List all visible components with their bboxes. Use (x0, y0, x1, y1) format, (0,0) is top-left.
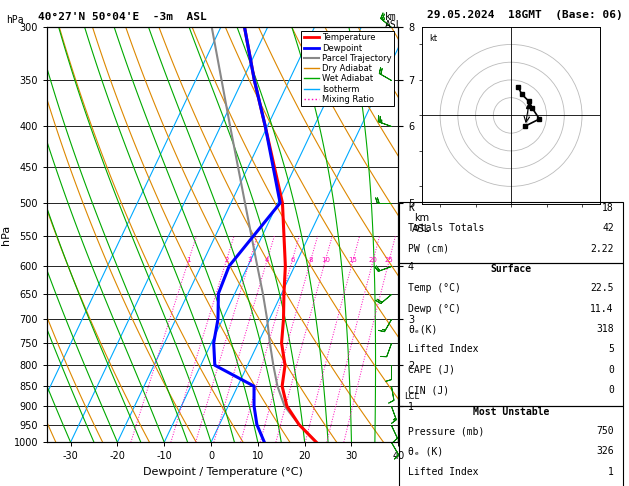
Text: ASL: ASL (385, 20, 403, 31)
Text: 5: 5 (608, 345, 614, 354)
Bar (399, 406, 623, 486)
Text: CIN (J): CIN (J) (408, 385, 450, 395)
Legend: Temperature, Dewpoint, Parcel Trajectory, Dry Adiabat, Wet Adiabat, Isotherm, Mi: Temperature, Dewpoint, Parcel Trajectory… (301, 31, 394, 106)
Text: 11.4: 11.4 (590, 304, 614, 313)
Text: Temp (°C): Temp (°C) (408, 283, 461, 293)
Text: 0: 0 (608, 365, 614, 375)
Text: θₑ (K): θₑ (K) (408, 447, 443, 456)
Text: Lifted Index: Lifted Index (408, 467, 479, 477)
Text: 20: 20 (369, 257, 377, 263)
Text: 18: 18 (602, 203, 614, 213)
Bar (399, 202, 623, 263)
Y-axis label: hPa: hPa (1, 225, 11, 244)
Text: hPa: hPa (6, 15, 24, 25)
Text: 42: 42 (602, 224, 614, 233)
Text: 6: 6 (290, 257, 294, 263)
Text: 1: 1 (186, 257, 191, 263)
Text: kt: kt (430, 34, 438, 43)
X-axis label: Dewpoint / Temperature (°C): Dewpoint / Temperature (°C) (143, 467, 303, 477)
Text: km: km (385, 12, 397, 22)
Text: 326: 326 (596, 447, 614, 456)
Text: 2: 2 (225, 257, 229, 263)
Text: 3: 3 (248, 257, 252, 263)
Text: K: K (408, 203, 415, 213)
Text: Pressure (mb): Pressure (mb) (408, 426, 485, 436)
Text: 4: 4 (265, 257, 269, 263)
Y-axis label: km
ASL: km ASL (412, 213, 430, 235)
Text: Dewp (°C): Dewp (°C) (408, 304, 461, 313)
Text: PW (cm): PW (cm) (408, 244, 450, 254)
Text: 318: 318 (596, 324, 614, 334)
Text: Most Unstable: Most Unstable (473, 407, 549, 417)
Text: 2.22: 2.22 (590, 244, 614, 254)
Text: LCL: LCL (404, 392, 419, 400)
Text: θₑ(K): θₑ(K) (408, 324, 438, 334)
Text: 1: 1 (608, 467, 614, 477)
Text: CAPE (J): CAPE (J) (408, 365, 455, 375)
Text: 22.5: 22.5 (590, 283, 614, 293)
Text: 29.05.2024  18GMT  (Base: 06): 29.05.2024 18GMT (Base: 06) (427, 10, 623, 20)
Text: 750: 750 (596, 426, 614, 436)
Text: 15: 15 (348, 257, 357, 263)
Text: 10: 10 (321, 257, 330, 263)
Bar (399, 263, 623, 406)
Text: 25: 25 (385, 257, 394, 263)
Text: Lifted Index: Lifted Index (408, 345, 479, 354)
Text: Surface: Surface (491, 264, 532, 274)
Text: 0: 0 (608, 385, 614, 395)
Text: Totals Totals: Totals Totals (408, 224, 485, 233)
Text: 8: 8 (308, 257, 313, 263)
Text: 40°27'N 50°04'E  -3m  ASL: 40°27'N 50°04'E -3m ASL (38, 12, 207, 22)
